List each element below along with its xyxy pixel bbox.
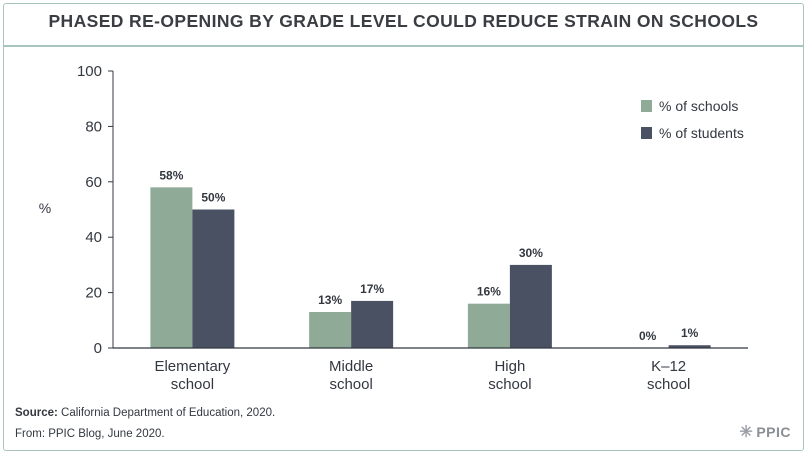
data-label: 50% xyxy=(201,191,225,205)
y-tick-label: 60 xyxy=(85,174,102,191)
y-tick-label: 0 xyxy=(94,340,102,357)
y-tick-label: 100 xyxy=(77,63,102,80)
chart-title: PHASED RE-OPENING BY GRADE LEVEL COULD R… xyxy=(48,11,759,31)
x-tick-label: Elementary xyxy=(154,358,230,375)
bar xyxy=(668,345,711,348)
bar xyxy=(192,209,235,348)
legend-label: % of students xyxy=(659,125,744,141)
data-label: 0% xyxy=(639,329,657,343)
data-label: 30% xyxy=(519,246,543,260)
chart-frame xyxy=(3,3,804,451)
bar xyxy=(150,187,193,348)
data-label: 17% xyxy=(360,282,384,296)
legend-swatch xyxy=(641,100,652,112)
y-tick-label: 20 xyxy=(85,285,102,302)
source-text: California Department of Education, 2020… xyxy=(61,407,276,419)
data-label: 13% xyxy=(318,293,342,307)
title-divider xyxy=(3,45,803,47)
bar xyxy=(351,300,394,348)
x-tick-label: High xyxy=(494,358,525,375)
x-tick-label: K–12 xyxy=(651,358,686,375)
x-tick-label: school xyxy=(329,376,372,393)
data-label: 16% xyxy=(477,285,501,299)
sunburst-icon: ✳ xyxy=(739,424,754,441)
source-label: Source: xyxy=(15,407,58,419)
bar xyxy=(467,303,510,348)
data-label: 1% xyxy=(681,326,699,340)
x-tick-label: school xyxy=(171,376,214,393)
logo-text: PPIC xyxy=(756,424,791,440)
y-tick-label: 40 xyxy=(85,229,102,246)
y-tick-label: 80 xyxy=(85,118,102,135)
legend-label: % of schools xyxy=(659,98,738,114)
from-note: From: PPIC Blog, June 2020. xyxy=(15,428,165,440)
data-label: 58% xyxy=(159,168,183,182)
source-note: Source: California Department of Educati… xyxy=(15,407,275,419)
bar xyxy=(309,311,352,348)
x-tick-label: school xyxy=(647,376,690,393)
bar xyxy=(509,264,552,348)
ppic-logo: ✳ PPIC xyxy=(739,422,791,442)
x-tick-label: Middle xyxy=(329,358,373,375)
y-axis-label: % xyxy=(39,200,51,216)
legend-swatch xyxy=(641,127,652,139)
x-tick-label: school xyxy=(488,376,531,393)
